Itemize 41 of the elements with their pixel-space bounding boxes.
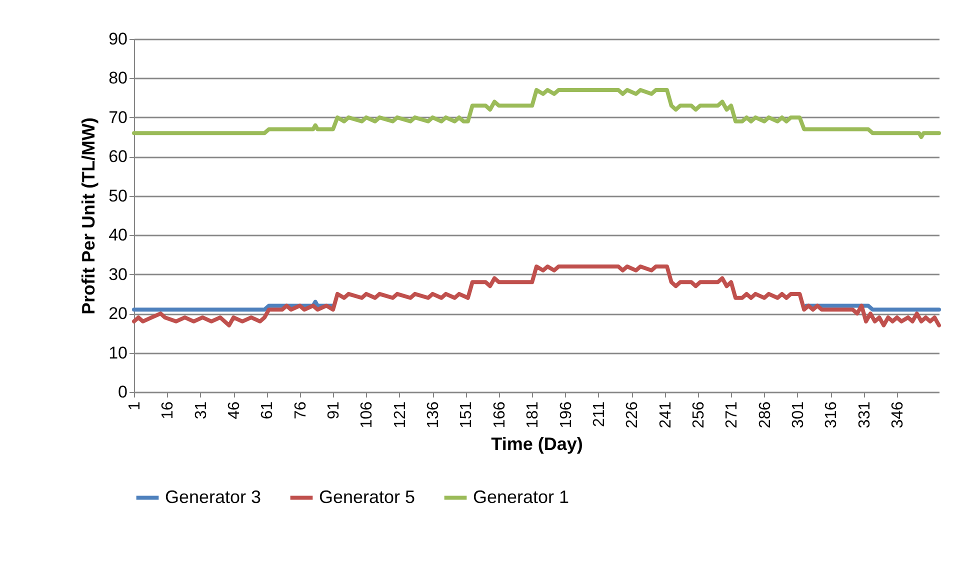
y-tick-label: 20: [108, 304, 128, 324]
x-tick-label: 226: [624, 401, 642, 428]
y-tick-label: 30: [108, 264, 128, 284]
x-tick-label: 316: [823, 401, 840, 428]
x-tick-label: 16: [160, 401, 177, 420]
line-series: [132, 88, 941, 140]
x-tick-label: 46: [226, 401, 244, 420]
y-tick-label: 40: [108, 226, 128, 245]
x-tick-label: 151: [458, 401, 476, 428]
x-tick-label: 1: [126, 401, 144, 410]
x-tick-label: 241: [657, 401, 674, 428]
x-tick-label: 286: [756, 401, 774, 428]
x-tick-label: 61: [259, 401, 276, 420]
x-tick-label: 31: [192, 401, 210, 420]
x-tick-label: 346: [889, 401, 906, 428]
x-tick-label: 166: [491, 401, 508, 428]
y-axis-title: Profit Per Unit (TL/MW): [78, 118, 99, 314]
x-tick-label: 76: [292, 401, 310, 420]
x-tick-label: 211: [590, 401, 608, 428]
legend-label: Generator 5: [319, 486, 416, 507]
line-series: [132, 264, 941, 328]
x-tick-label: 331: [856, 401, 874, 428]
x-tick-label: 301: [790, 401, 807, 428]
x-tick-label: 91: [326, 401, 343, 420]
x-tick-label: 106: [358, 401, 376, 428]
x-tick-label: 181: [524, 401, 542, 428]
x-tick-label: 271: [724, 401, 741, 428]
x-tick-label: 196: [558, 401, 575, 428]
y-tick-label: 50: [108, 186, 128, 206]
y-tick-label: 60: [108, 147, 128, 166]
y-tick-label: 70: [108, 108, 128, 127]
y-tick-label: 0: [118, 382, 128, 402]
legend-label: Generator 3: [165, 486, 262, 507]
y-tick-label: 10: [108, 343, 128, 362]
y-tick-label: 90: [108, 30, 128, 48]
y-tick-label: 80: [108, 68, 128, 88]
x-tick-label: 136: [425, 401, 442, 428]
x-tick-label: 121: [392, 401, 409, 428]
x-axis-title: Time (Day): [491, 434, 583, 454]
legend-label: Generator 1: [473, 486, 570, 507]
x-tick-label: 256: [690, 401, 708, 428]
